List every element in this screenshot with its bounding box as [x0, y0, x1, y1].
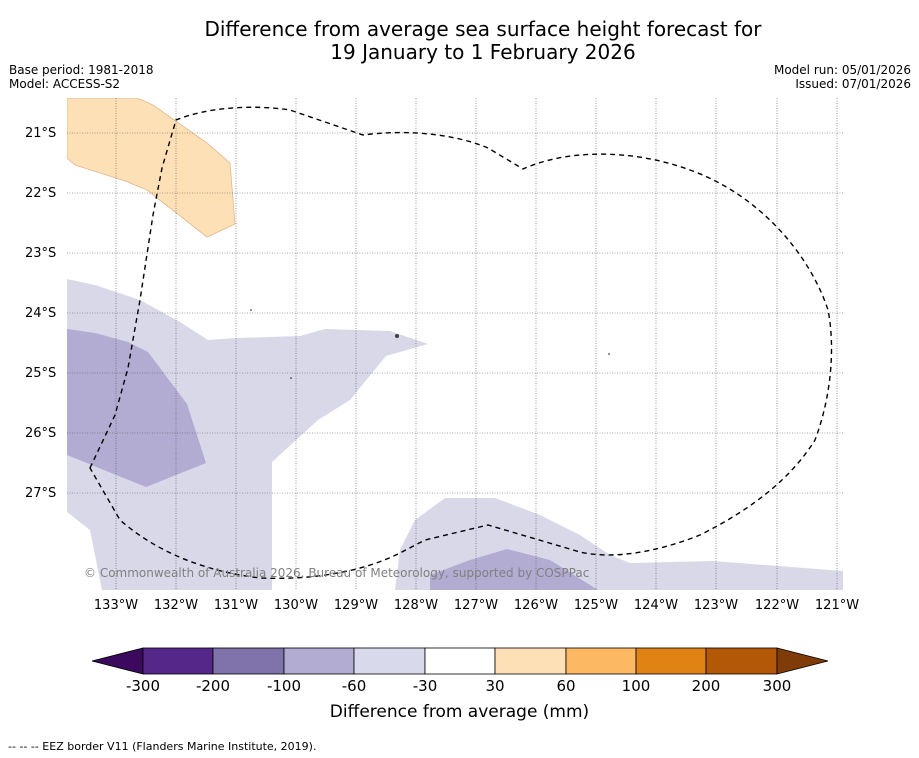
- island-henderson: [250, 309, 252, 311]
- colorbar-tick-200: 200: [691, 677, 721, 695]
- lon-label-132w: 132°W: [153, 598, 199, 613]
- colorbar-tick-neg200: -200: [195, 677, 231, 695]
- eez-legend-note: -- -- -- EEZ border V11 (Flanders Marine…: [8, 740, 317, 753]
- lat-label-23s: 23°S: [25, 246, 57, 261]
- model-info: Base period: 1981-2018 Model: ACCESS-S2: [9, 63, 154, 91]
- lat-label-22s: 22°S: [25, 186, 57, 201]
- island-oeno: [290, 377, 292, 379]
- colorbar-tick-neg30: -30: [412, 677, 438, 695]
- lon-label-123w: 123°W: [693, 598, 739, 613]
- lon-label-129w: 129°W: [333, 598, 379, 613]
- colorbar-tick-30: 30: [485, 677, 505, 695]
- colorbar-tick-neg60: -60: [341, 677, 367, 695]
- region-negative-60-100-west: [67, 329, 206, 487]
- lon-label-122w: 122°W: [754, 598, 800, 613]
- lon-label-131w: 131°W: [213, 598, 259, 613]
- colorbar-tick-neg300: -300: [125, 677, 161, 695]
- region-positive-30-60: [67, 98, 236, 238]
- colorbar-label: Difference from average (mm): [329, 702, 590, 722]
- colorbar-tick-neg100: -100: [266, 677, 302, 695]
- colorbar-tick-300: 300: [762, 677, 792, 695]
- model-name: Model: ACCESS-S2: [9, 77, 121, 91]
- colorbar-tick-100: 100: [621, 677, 651, 695]
- region-negative-30-60-west: [67, 279, 428, 590]
- copyright-notice: © Commonwealth of Australia 2026, Bureau…: [84, 566, 590, 580]
- lon-label-126w: 126°W: [513, 598, 559, 613]
- lat-label-25s: 25°S: [25, 366, 57, 381]
- lon-label-128w: 128°W: [393, 598, 439, 613]
- lon-label-121w: 121°W: [814, 598, 860, 613]
- run-info: Model run: 05/01/2026 Issued: 07/01/2026: [774, 63, 911, 91]
- graticule: [67, 98, 843, 590]
- lon-label-133w: 133°W: [93, 598, 139, 613]
- title-line-1: Difference from average sea surface heig…: [204, 17, 762, 41]
- title-line-2: 19 January to 1 February 2026: [330, 40, 636, 64]
- lat-label-24s: 24°S: [25, 306, 57, 321]
- eez-border: [89, 106, 833, 579]
- lat-label-27s: 27°S: [25, 486, 57, 501]
- map-area: [67, 98, 843, 590]
- lon-label-127w: 127°W: [453, 598, 499, 613]
- island-ducie: [608, 353, 610, 355]
- island-pitcairn: [395, 334, 399, 338]
- colorbar-tick-60: 60: [556, 677, 576, 695]
- map-title: Difference from average sea surface heig…: [0, 18, 919, 64]
- lat-label-26s: 26°S: [25, 426, 57, 441]
- lon-label-125w: 125°W: [573, 598, 619, 613]
- issued-date: Issued: 07/01/2026: [795, 77, 911, 91]
- lon-label-130w: 130°W: [273, 598, 319, 613]
- lon-label-124w: 124°W: [633, 598, 679, 613]
- lat-label-21s: 21°S: [25, 126, 57, 141]
- base-period: Base period: 1981-2018: [9, 63, 154, 77]
- model-run: Model run: 05/01/2026: [773, 63, 911, 77]
- region-negative-60-100-south: [430, 549, 598, 590]
